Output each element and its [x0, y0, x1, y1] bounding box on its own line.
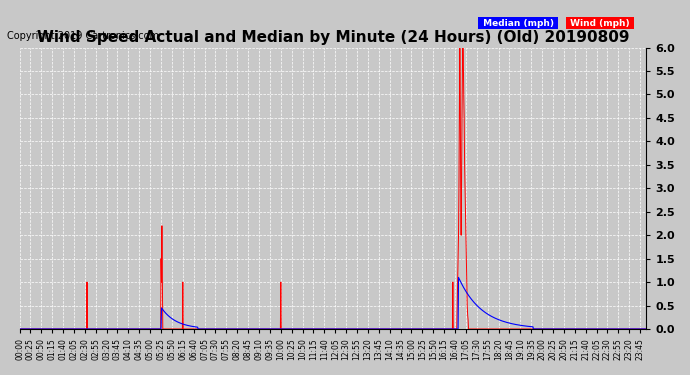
Title: Wind Speed Actual and Median by Minute (24 Hours) (Old) 20190809: Wind Speed Actual and Median by Minute (…	[37, 30, 629, 45]
Text: Median (mph): Median (mph)	[480, 18, 557, 27]
Text: Copyright 2019 Cartronics.com: Copyright 2019 Cartronics.com	[7, 32, 159, 41]
Text: Wind (mph): Wind (mph)	[567, 18, 633, 27]
